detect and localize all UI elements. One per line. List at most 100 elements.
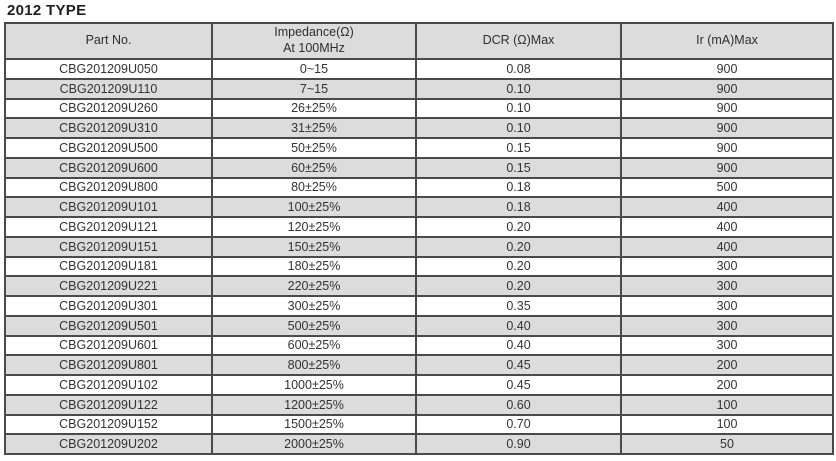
- part-no-cell: CBG201209U152: [4, 413, 213, 436]
- col-header-impedance-line1: Impedance(Ω): [274, 25, 354, 40]
- impedance-cell: 50±25%: [211, 137, 417, 159]
- table-row: CBG201209U202 2000±25% 0.90 50: [4, 433, 834, 455]
- dcr-cell: 0.90: [415, 433, 622, 455]
- ir-cell: 100: [620, 413, 834, 436]
- part-no-cell: CBG201209U801: [4, 354, 213, 376]
- part-no-cell: CBG201209U310: [4, 117, 213, 139]
- table-row: CBG201209U501 500±25% 0.40 300: [4, 314, 834, 337]
- impedance-cell: 180±25%: [211, 255, 417, 278]
- dcr-cell: 0.20: [415, 255, 622, 278]
- page-title: 2012 TYPE: [7, 2, 87, 19]
- dcr-cell: 0.10: [415, 77, 622, 100]
- part-no-cell: CBG201209U600: [4, 156, 213, 179]
- dcr-cell: 0.45: [415, 374, 622, 396]
- ir-cell: 900: [620, 77, 834, 100]
- table-row: CBG201209U181 180±25% 0.20 300: [4, 255, 834, 278]
- table-row: CBG201209U260 26±25% 0.10 900: [4, 97, 834, 120]
- dcr-cell: 0.45: [415, 354, 622, 376]
- ir-cell: 900: [620, 137, 834, 159]
- table-row: CBG201209U102 1000±25% 0.45 200: [4, 374, 834, 396]
- ir-cell: 200: [620, 374, 834, 396]
- impedance-cell: 2000±25%: [211, 433, 417, 455]
- ir-cell: 300: [620, 275, 834, 297]
- dcr-cell: 0.18: [415, 196, 622, 218]
- part-no-cell: CBG201209U050: [4, 58, 213, 80]
- ir-cell: 400: [620, 196, 834, 218]
- dcr-cell: 0.10: [415, 97, 622, 120]
- ir-cell: 300: [620, 295, 834, 317]
- part-no-cell: CBG201209U501: [4, 314, 213, 337]
- dcr-cell: 0.70: [415, 413, 622, 436]
- dcr-cell: 0.10: [415, 117, 622, 139]
- impedance-spec-table: Part No. Impedance(Ω) At 100MHz DCR (Ω)M…: [4, 22, 834, 455]
- table-row: CBG201209U310 31±25% 0.10 900: [4, 117, 834, 139]
- impedance-cell: 80±25%: [211, 176, 417, 199]
- ir-cell: 900: [620, 58, 834, 80]
- dcr-cell: 0.20: [415, 275, 622, 297]
- col-header-impedance-line2: At 100MHz: [283, 41, 345, 55]
- table-row: CBG201209U221 220±25% 0.20 300: [4, 275, 834, 297]
- impedance-cell: 800±25%: [211, 354, 417, 376]
- col-header-ir-label: Ir (mA)Max: [696, 33, 758, 48]
- table-row: CBG201209U801 800±25% 0.45 200: [4, 354, 834, 376]
- impedance-cell: 31±25%: [211, 117, 417, 139]
- impedance-cell: 220±25%: [211, 275, 417, 297]
- ir-cell: 300: [620, 255, 834, 278]
- impedance-cell: 120±25%: [211, 216, 417, 238]
- col-header-part-no: Part No.: [4, 22, 213, 60]
- ir-cell: 900: [620, 156, 834, 179]
- ir-cell: 100: [620, 393, 834, 416]
- dcr-cell: 0.40: [415, 334, 622, 357]
- dcr-cell: 0.20: [415, 235, 622, 258]
- col-header-part-no-label: Part No.: [85, 33, 132, 48]
- col-header-dcr: DCR (Ω)Max: [415, 22, 622, 60]
- table-row: CBG201209U500 50±25% 0.15 900: [4, 137, 834, 159]
- impedance-cell: 60±25%: [211, 156, 417, 179]
- table-row: CBG201209U152 1500±25% 0.70 100: [4, 413, 834, 436]
- ir-cell: 900: [620, 97, 834, 120]
- impedance-cell: 7~15: [211, 77, 417, 100]
- part-no-cell: CBG201209U110: [4, 77, 213, 100]
- ir-cell: 300: [620, 314, 834, 337]
- dcr-cell: 0.40: [415, 314, 622, 337]
- col-header-dcr-label: DCR (Ω)Max: [482, 33, 555, 48]
- ir-cell: 400: [620, 216, 834, 238]
- table-row: CBG201209U121 120±25% 0.20 400: [4, 216, 834, 238]
- ir-cell: 900: [620, 117, 834, 139]
- impedance-cell: 150±25%: [211, 235, 417, 258]
- part-no-cell: CBG201209U800: [4, 176, 213, 199]
- table-row: CBG201209U800 80±25% 0.18 500: [4, 176, 834, 199]
- table-row: CBG201209U050 0~15 0.08 900: [4, 58, 834, 80]
- dcr-cell: 0.20: [415, 216, 622, 238]
- impedance-cell: 1500±25%: [211, 413, 417, 436]
- dcr-cell: 0.08: [415, 58, 622, 80]
- part-no-cell: CBG201209U202: [4, 433, 213, 455]
- impedance-cell: 0~15: [211, 58, 417, 80]
- table-row: CBG201209U600 60±25% 0.15 900: [4, 156, 834, 179]
- part-no-cell: CBG201209U121: [4, 216, 213, 238]
- table-row: CBG201209U101 100±25% 0.18 400: [4, 196, 834, 218]
- col-header-ir: Ir (mA)Max: [620, 22, 834, 60]
- table-row: CBG201209U122 1200±25% 0.60 100: [4, 393, 834, 416]
- table-row: CBG201209U301 300±25% 0.35 300: [4, 295, 834, 317]
- part-no-cell: CBG201209U601: [4, 334, 213, 357]
- ir-cell: 300: [620, 334, 834, 357]
- table-row: CBG201209U601 600±25% 0.40 300: [4, 334, 834, 357]
- part-no-cell: CBG201209U151: [4, 235, 213, 258]
- ir-cell: 400: [620, 235, 834, 258]
- dcr-cell: 0.35: [415, 295, 622, 317]
- part-no-cell: CBG201209U260: [4, 97, 213, 120]
- table-header: Part No. Impedance(Ω) At 100MHz DCR (Ω)M…: [4, 22, 834, 60]
- col-header-impedance: Impedance(Ω) At 100MHz: [211, 22, 417, 60]
- table-row: CBG201209U151 150±25% 0.20 400: [4, 235, 834, 258]
- part-no-cell: CBG201209U181: [4, 255, 213, 278]
- dcr-cell: 0.15: [415, 137, 622, 159]
- dcr-cell: 0.60: [415, 393, 622, 416]
- table-row: CBG201209U110 7~15 0.10 900: [4, 77, 834, 100]
- part-no-cell: CBG201209U301: [4, 295, 213, 317]
- impedance-cell: 300±25%: [211, 295, 417, 317]
- ir-cell: 200: [620, 354, 834, 376]
- impedance-cell: 1000±25%: [211, 374, 417, 396]
- part-no-cell: CBG201209U221: [4, 275, 213, 297]
